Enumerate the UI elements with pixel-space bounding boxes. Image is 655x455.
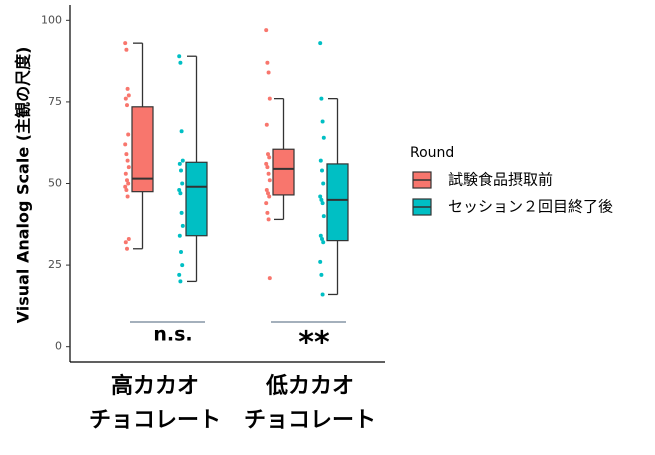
point [267, 276, 272, 281]
point [177, 54, 182, 59]
significance-label: n.s. [153, 324, 192, 346]
point [180, 223, 185, 228]
point [320, 201, 325, 206]
point [125, 158, 130, 163]
point [267, 194, 272, 199]
point [179, 250, 183, 255]
point [264, 161, 269, 166]
point [321, 135, 326, 140]
point [177, 188, 182, 193]
point [318, 194, 323, 199]
significance-label: ** [298, 326, 330, 361]
y-tick-label: 25 [48, 258, 62, 271]
legend-label: 試験食品摂取前 [448, 171, 553, 189]
point [267, 96, 272, 101]
point [318, 158, 323, 163]
point [125, 86, 130, 91]
point [264, 28, 269, 33]
point [177, 272, 182, 277]
legend-label: セッション２回目終了後 [448, 198, 613, 216]
point [180, 158, 185, 163]
point [267, 178, 272, 183]
point [321, 214, 326, 219]
point [177, 161, 182, 166]
point [319, 197, 324, 202]
point [177, 233, 182, 238]
y-axis-label: Visual Analog Scale (主観の尺度) [14, 47, 33, 324]
point [321, 181, 326, 186]
box [185, 161, 208, 237]
point [180, 181, 185, 186]
y-tick-label: 0 [55, 340, 62, 353]
box [272, 148, 295, 196]
point [319, 96, 324, 101]
point [264, 188, 269, 193]
point [318, 259, 323, 264]
point [266, 191, 270, 196]
point [179, 210, 184, 215]
point [123, 171, 128, 176]
point [266, 152, 270, 157]
point [319, 272, 324, 277]
point [318, 233, 323, 238]
point [123, 240, 128, 245]
point [264, 122, 269, 127]
point [178, 279, 183, 284]
point [321, 240, 326, 245]
point [123, 184, 128, 189]
point [125, 246, 129, 251]
point [180, 263, 185, 268]
point [126, 181, 131, 186]
point [126, 165, 131, 170]
point [123, 96, 128, 101]
point [126, 93, 131, 98]
point [126, 132, 131, 137]
y-tick-label: 75 [48, 95, 62, 108]
point [267, 155, 272, 160]
point [265, 210, 270, 215]
point [125, 178, 129, 183]
point [266, 171, 271, 176]
point [265, 165, 270, 170]
point [179, 168, 183, 173]
x-tick-label: 低カカオ チョコレート [243, 374, 376, 433]
legend-title: Round [410, 145, 454, 161]
point [266, 217, 271, 222]
point [124, 47, 129, 52]
point [178, 191, 183, 196]
point [320, 236, 324, 241]
x-tick-label: 高カカオ チョコレート [88, 374, 221, 433]
box [131, 106, 154, 193]
point [320, 168, 324, 173]
y-tick-label: 100 [41, 13, 62, 26]
point [265, 60, 270, 65]
point [264, 201, 269, 206]
point [320, 292, 325, 297]
point [123, 41, 128, 46]
point [125, 103, 129, 108]
y-tick-label: 50 [48, 177, 62, 190]
point [125, 194, 130, 199]
point [320, 119, 325, 124]
point [123, 142, 128, 147]
point [178, 60, 183, 65]
point [126, 236, 131, 241]
point [266, 70, 271, 75]
box [326, 163, 349, 242]
point [124, 188, 129, 193]
point [318, 41, 323, 46]
point [179, 129, 184, 134]
point [124, 152, 129, 157]
